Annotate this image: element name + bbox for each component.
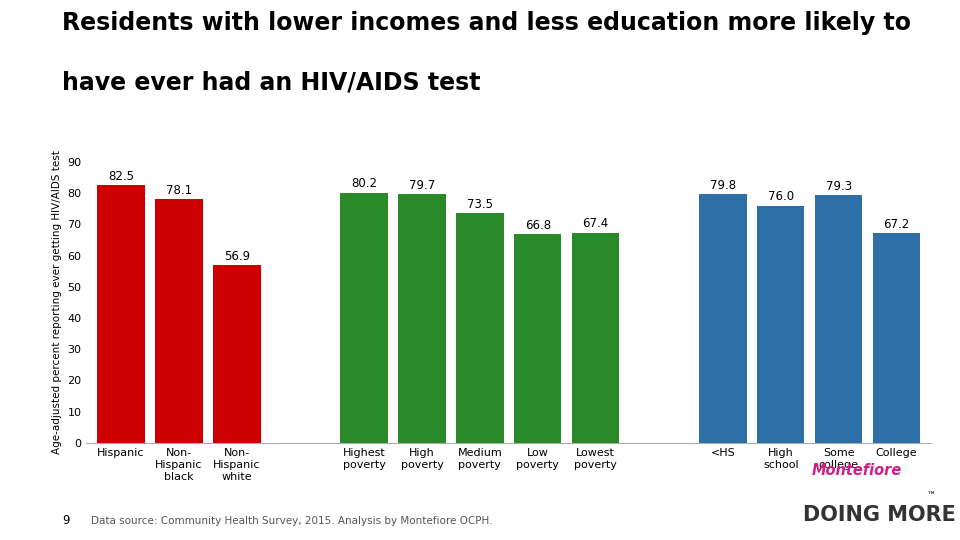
Text: 66.8: 66.8 — [525, 219, 551, 232]
Text: 80.2: 80.2 — [351, 178, 377, 191]
Bar — [815, 195, 862, 443]
Bar — [873, 233, 921, 443]
Text: Residents with lower incomes and less education more likely to: Residents with lower incomes and less ed… — [62, 11, 911, 35]
Text: 9: 9 — [62, 514, 70, 526]
Text: 76.0: 76.0 — [768, 191, 794, 204]
Text: 82.5: 82.5 — [108, 170, 134, 183]
Text: 67.2: 67.2 — [883, 218, 910, 231]
Text: DOING MORE: DOING MORE — [803, 505, 955, 525]
Text: Data source: Community Health Survey, 2015. Analysis by Montefiore OCPH.: Data source: Community Health Survey, 20… — [91, 516, 492, 526]
Bar — [514, 234, 562, 443]
Text: 73.5: 73.5 — [467, 198, 492, 211]
Text: ™: ™ — [926, 490, 935, 500]
Text: have ever had an HIV/AIDS test: have ever had an HIV/AIDS test — [62, 70, 481, 94]
Text: 56.9: 56.9 — [224, 250, 250, 263]
Bar — [398, 194, 445, 443]
Bar — [341, 193, 388, 443]
Y-axis label: Age-adjusted percent reporting ever getting HIV/AIDS test: Age-adjusted percent reporting ever gett… — [52, 151, 61, 454]
Bar — [156, 199, 203, 443]
Text: 67.4: 67.4 — [583, 217, 609, 231]
Text: 79.3: 79.3 — [826, 180, 852, 193]
Text: 79.7: 79.7 — [409, 179, 435, 192]
Text: Montefiore: Montefiore — [811, 463, 901, 478]
Bar — [699, 194, 747, 443]
Bar — [97, 185, 145, 443]
Text: 78.1: 78.1 — [166, 184, 192, 197]
Bar — [757, 206, 804, 443]
Text: 79.8: 79.8 — [709, 179, 736, 192]
Bar — [572, 233, 619, 443]
Bar — [456, 213, 504, 443]
Bar — [213, 265, 260, 443]
